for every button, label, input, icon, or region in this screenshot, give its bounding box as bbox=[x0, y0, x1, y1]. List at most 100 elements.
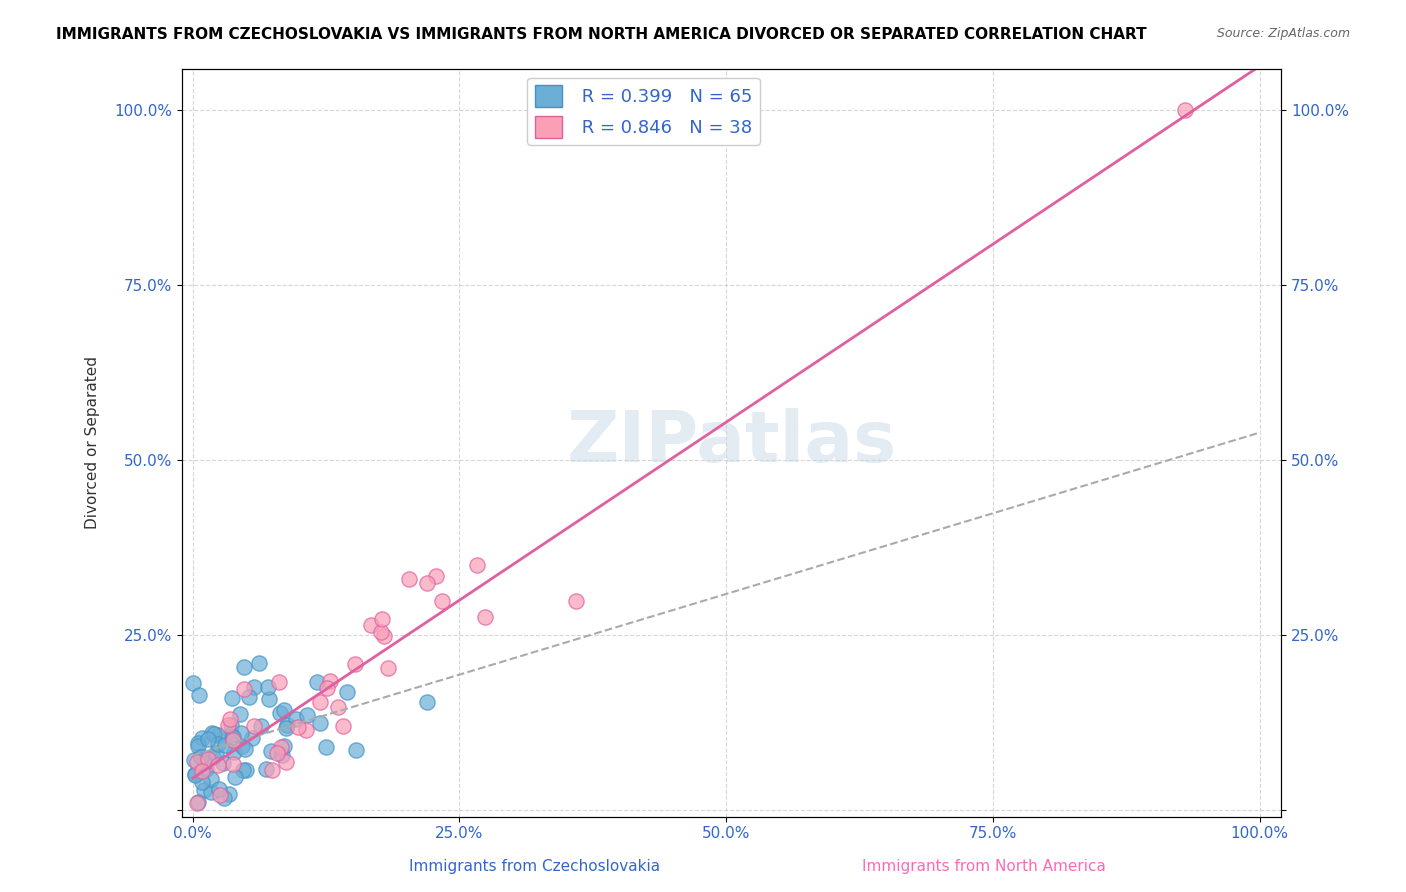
Point bbox=[212, 790, 235, 805]
Point bbox=[328, 700, 350, 714]
Text: Immigrants from North America: Immigrants from North America bbox=[862, 859, 1107, 874]
Point bbox=[465, 558, 488, 573]
Point bbox=[204, 747, 226, 761]
Point bbox=[191, 774, 214, 789]
Point bbox=[212, 756, 235, 770]
Point bbox=[190, 749, 212, 764]
Point bbox=[202, 750, 225, 764]
Point bbox=[183, 767, 205, 781]
Point bbox=[297, 708, 319, 723]
Point bbox=[254, 762, 277, 776]
Point bbox=[1174, 103, 1197, 118]
Point bbox=[209, 788, 232, 802]
Point bbox=[257, 691, 280, 706]
Point bbox=[305, 674, 328, 689]
Point bbox=[208, 782, 231, 797]
Point bbox=[222, 756, 245, 771]
Point bbox=[186, 755, 208, 769]
Point bbox=[425, 569, 447, 583]
Point bbox=[229, 725, 252, 739]
Point bbox=[229, 706, 252, 721]
Point bbox=[249, 656, 271, 670]
Point bbox=[256, 681, 278, 695]
Text: Source: ZipAtlas.com: Source: ZipAtlas.com bbox=[1216, 27, 1350, 40]
Point bbox=[432, 594, 454, 608]
Point bbox=[266, 747, 288, 761]
Point bbox=[184, 767, 207, 781]
Point bbox=[222, 730, 245, 744]
Point bbox=[344, 743, 367, 757]
Point bbox=[218, 787, 240, 801]
Point bbox=[200, 772, 222, 786]
Point bbox=[416, 695, 439, 709]
Point bbox=[195, 762, 218, 776]
Point bbox=[319, 673, 342, 688]
Point bbox=[183, 753, 205, 767]
Point bbox=[187, 739, 209, 753]
Point bbox=[207, 757, 229, 772]
Point bbox=[260, 744, 283, 758]
Point bbox=[274, 721, 297, 735]
Point bbox=[193, 783, 215, 797]
Point bbox=[273, 739, 295, 754]
Point bbox=[233, 741, 256, 756]
Point bbox=[197, 732, 219, 747]
Point bbox=[221, 733, 243, 747]
Point bbox=[207, 728, 229, 742]
Point bbox=[232, 681, 254, 696]
Point bbox=[201, 726, 224, 740]
Legend:  R = 0.399   N = 65,  R = 0.846   N = 38: R = 0.399 N = 65, R = 0.846 N = 38 bbox=[527, 78, 759, 145]
Point bbox=[219, 718, 242, 732]
Point bbox=[377, 661, 399, 675]
Point bbox=[260, 763, 283, 777]
Point bbox=[370, 612, 392, 626]
Point bbox=[332, 719, 354, 733]
Text: Immigrants from Czechoslovakia: Immigrants from Czechoslovakia bbox=[409, 859, 659, 874]
Point bbox=[370, 624, 392, 639]
Point bbox=[238, 690, 260, 705]
Point bbox=[207, 737, 229, 751]
Point bbox=[343, 657, 366, 672]
Point bbox=[193, 756, 215, 770]
Text: IMMIGRANTS FROM CZECHOSLOVAKIA VS IMMIGRANTS FROM NORTH AMERICA DIVORCED OR SEPA: IMMIGRANTS FROM CZECHOSLOVAKIA VS IMMIGR… bbox=[56, 27, 1147, 42]
Point bbox=[200, 785, 222, 799]
Point bbox=[186, 796, 208, 810]
Point bbox=[373, 629, 395, 643]
Point bbox=[197, 752, 219, 766]
Point bbox=[309, 695, 332, 709]
Point bbox=[202, 727, 225, 741]
Point bbox=[474, 610, 496, 624]
Point bbox=[250, 719, 273, 733]
Point bbox=[232, 660, 254, 674]
Point bbox=[285, 712, 308, 726]
Point bbox=[336, 685, 359, 699]
Point bbox=[416, 576, 439, 591]
Point bbox=[186, 736, 208, 750]
Point bbox=[231, 739, 253, 753]
Point bbox=[190, 764, 212, 779]
Text: ZIPatlas: ZIPatlas bbox=[567, 408, 897, 477]
Point bbox=[232, 763, 254, 777]
Point bbox=[219, 727, 242, 741]
Point bbox=[316, 681, 339, 696]
Point bbox=[398, 572, 420, 586]
Point bbox=[224, 745, 246, 759]
Point bbox=[287, 720, 309, 734]
Point bbox=[309, 716, 332, 731]
Point bbox=[187, 795, 209, 809]
Point bbox=[295, 723, 318, 738]
Point bbox=[243, 680, 266, 694]
Point bbox=[269, 706, 291, 720]
Point bbox=[191, 731, 214, 745]
Point bbox=[221, 691, 243, 706]
Point bbox=[276, 756, 298, 770]
Point bbox=[270, 739, 292, 754]
Point bbox=[242, 719, 264, 733]
Point bbox=[224, 770, 246, 784]
Point bbox=[360, 617, 382, 632]
Point bbox=[276, 718, 298, 732]
Point bbox=[269, 675, 291, 690]
Point bbox=[190, 749, 212, 764]
Point bbox=[235, 763, 257, 777]
Point bbox=[181, 676, 204, 690]
